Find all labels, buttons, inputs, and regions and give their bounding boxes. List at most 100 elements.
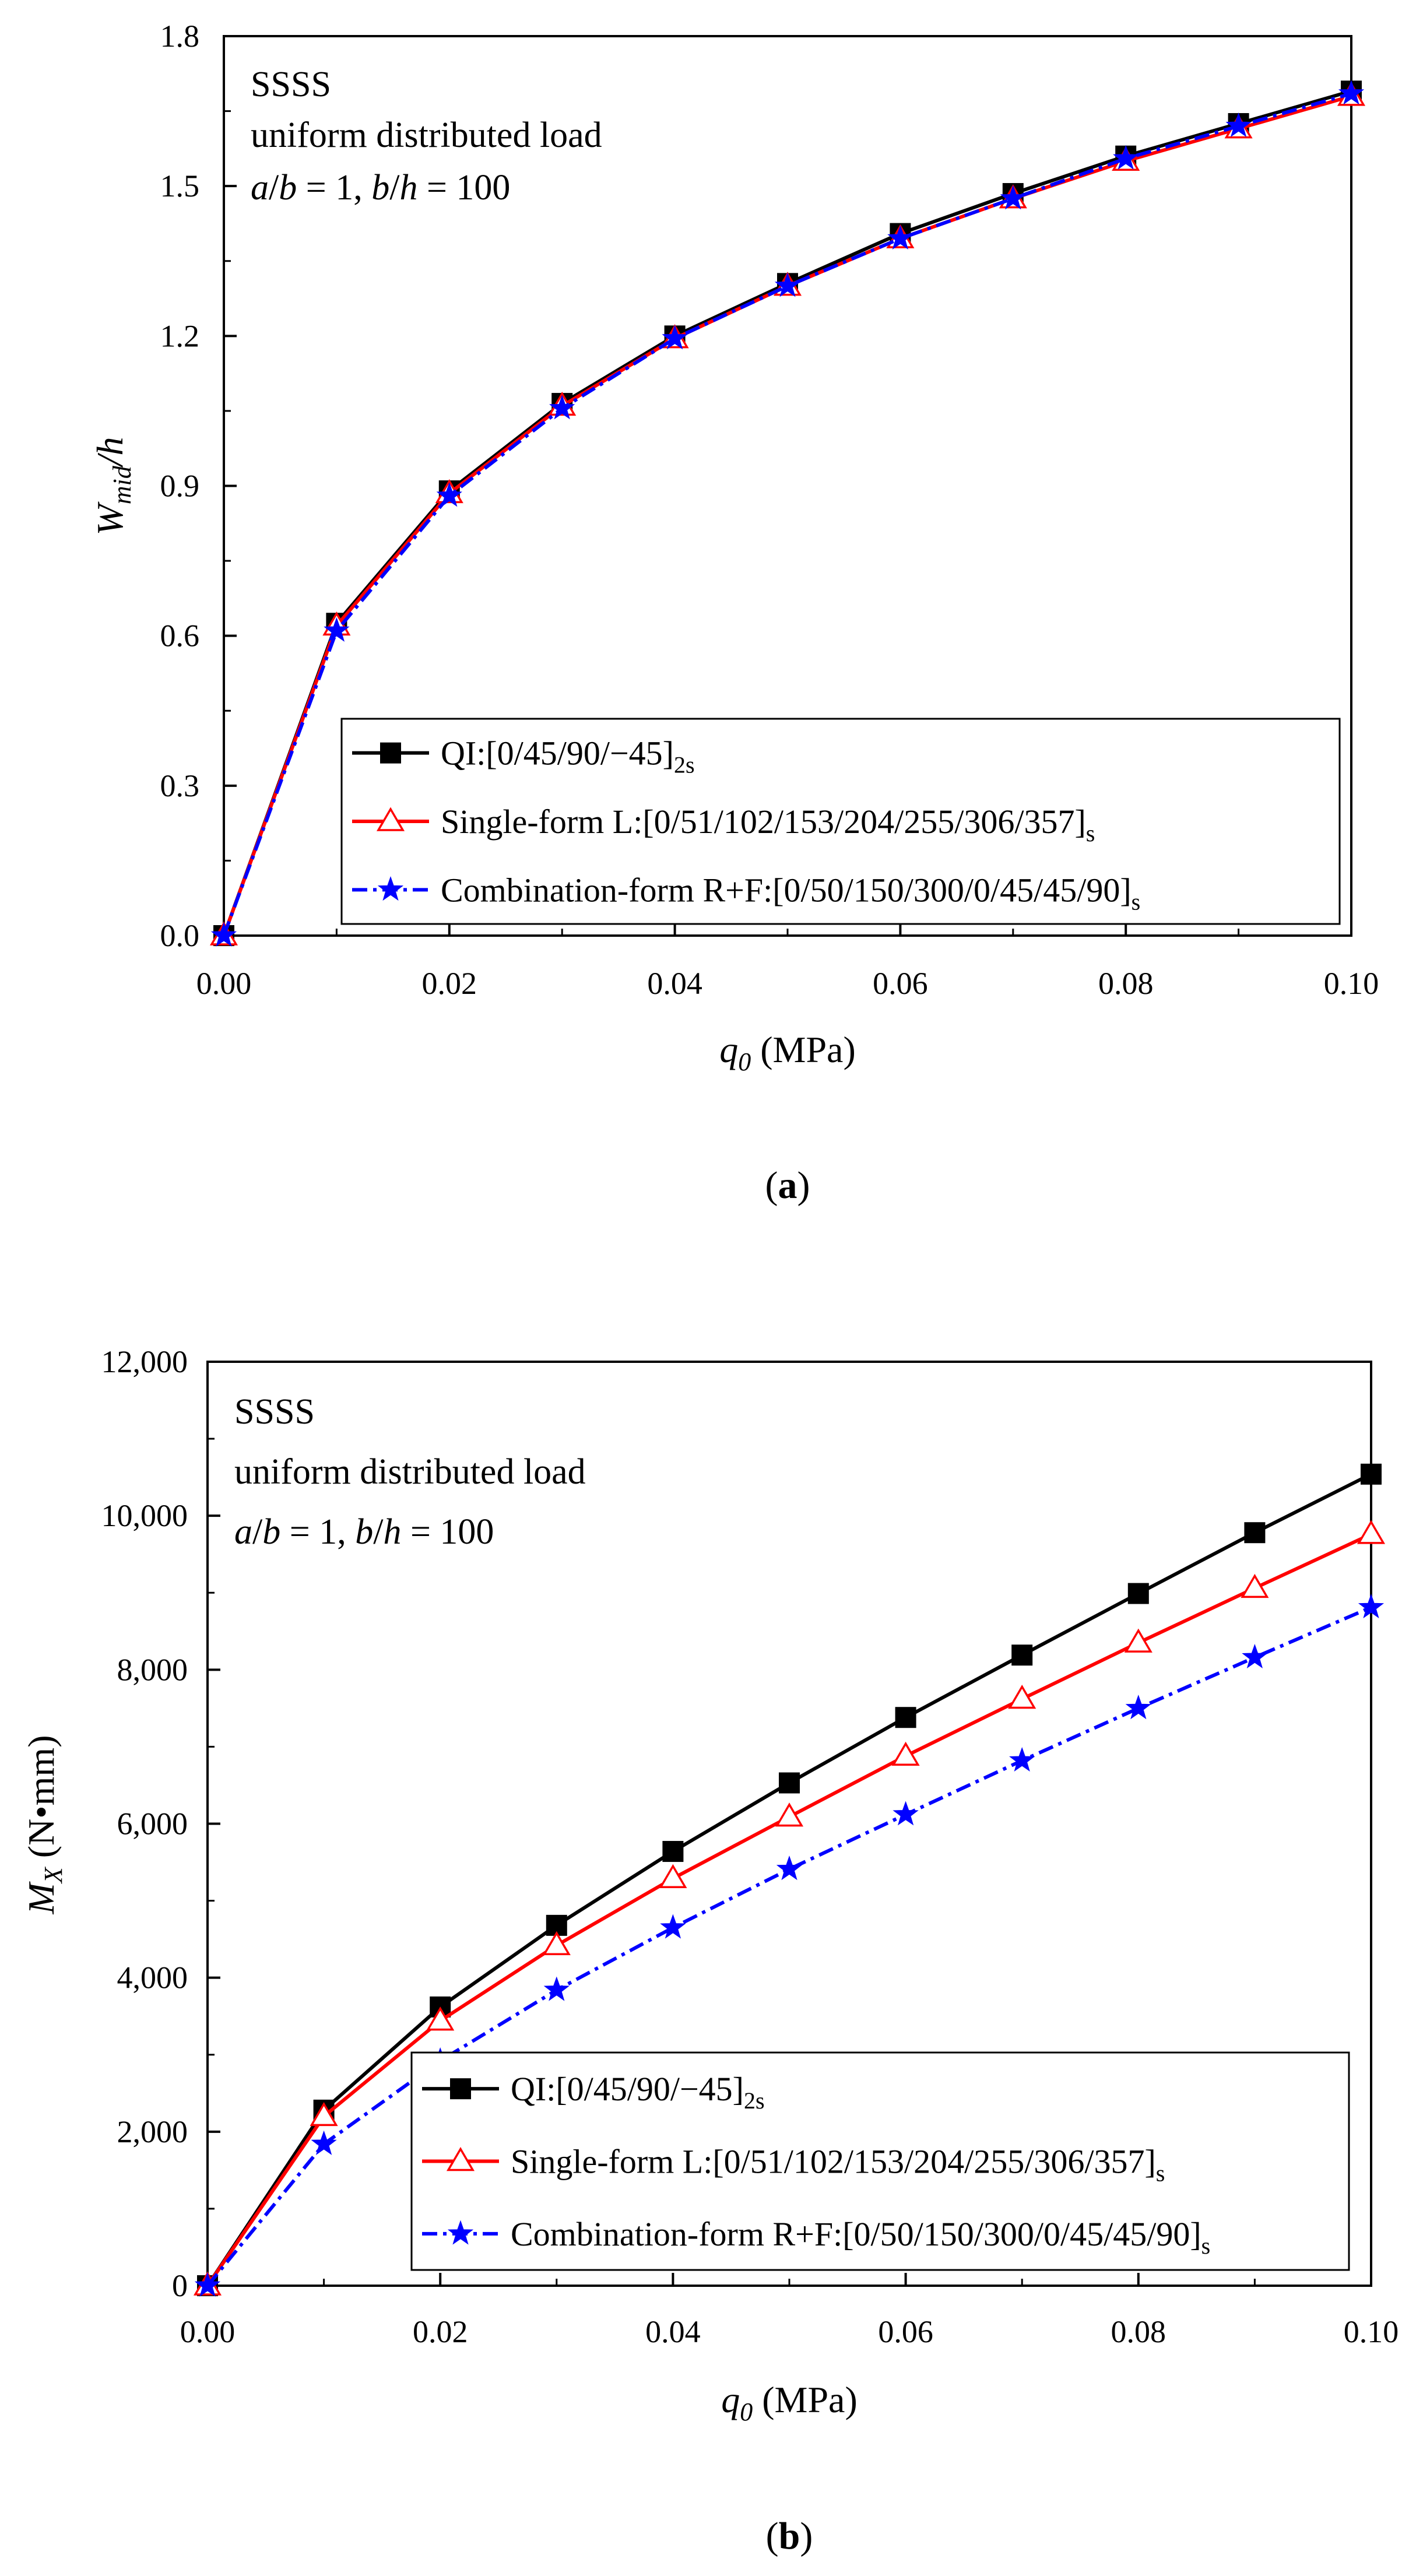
y-tick-label: 0.6 <box>160 618 200 653</box>
data-point-combo <box>436 482 462 507</box>
legend-label-combo: Combination-form R+F:[0/50/150/300/0/45/… <box>441 871 1140 915</box>
data-point-single <box>1357 1520 1386 1544</box>
legend-marker-single <box>376 807 405 831</box>
data-point-combo <box>776 1855 803 1881</box>
data-point-combo <box>1358 1594 1385 1619</box>
y-tick-label: 4,000 <box>117 1960 188 1995</box>
data-point-single <box>1008 1685 1036 1709</box>
data-point-qi <box>895 1707 916 1728</box>
x-tick-label: 0.02 <box>422 966 477 1001</box>
annotation-load: uniform distributed load <box>234 1452 586 1492</box>
x-axis-label: q0 (MPa) <box>719 1029 856 1076</box>
y-tick-label: 2,000 <box>117 2114 188 2149</box>
x-tick-label: 0.02 <box>413 2314 468 2349</box>
legend-label-single: Single-form L:[0/51/102/153/204/255/306/… <box>511 2143 1165 2187</box>
series-combo <box>210 80 1365 947</box>
data-point-single <box>1124 1628 1153 1653</box>
legend-marker-qi <box>450 2078 471 2100</box>
annotation-load: uniform distributed load <box>251 115 602 155</box>
legend-box <box>410 2051 1350 2271</box>
x-tick-label: 0.00 <box>196 966 252 1001</box>
data-point-single <box>310 2101 338 2127</box>
x-tick-label: 0.08 <box>1111 2314 1166 2349</box>
annotation-ratios: a/b = 1, b/h = 100 <box>234 1512 494 1552</box>
data-point-combo <box>1125 1695 1151 1720</box>
y-tick-label: 10,000 <box>101 1498 188 1533</box>
legend: QI:[0/45/90/−45]2s Single-form L:[0/51/10… <box>410 2051 1350 2271</box>
data-point-combo <box>893 1801 919 1826</box>
chart-panel-b: 0.00 0.02 0.04 0.06 0.08 0.10 0 2,000 4,000 6,000… <box>20 1344 1399 2557</box>
legend-label-combo: Combination-form R+F:[0/50/150/300/0/45/… <box>511 2215 1210 2259</box>
data-point-single <box>1241 1573 1269 1598</box>
legend-label-qi: QI:[0/45/90/−45]2s <box>511 2070 765 2114</box>
series-qi <box>197 1463 1382 2296</box>
y-tick-label: 1.8 <box>160 19 200 54</box>
data-point-combo <box>1113 145 1139 170</box>
legend-box <box>340 718 1341 925</box>
data-point-combo <box>1242 1643 1268 1669</box>
data-point-combo <box>1000 185 1026 210</box>
y-tick-label: 8,000 <box>117 1652 188 1687</box>
data-point-single <box>659 1864 687 1889</box>
legend: QI:[0/45/90/−45]2s Single-form L:[0/51/10… <box>340 718 1341 925</box>
data-point-combo <box>194 2272 221 2297</box>
chart-panel-a: 0.00 0.02 0.04 0.06 0.08 0.10 0.0 0.3 0.6 0.9 1.2 1… <box>89 19 1379 1207</box>
x-axis-label: q0 (MPa) <box>721 2379 858 2426</box>
y-tick-label: 0.0 <box>160 918 200 953</box>
data-point-qi <box>1127 1583 1149 1604</box>
panel-label: (b) <box>766 2515 813 2557</box>
y-tick-label: 6,000 <box>117 1807 188 1841</box>
data-point-single <box>891 1741 920 1766</box>
y-axis-label: MX (N•mm) <box>20 1735 68 1914</box>
y-tick-label: 0.3 <box>160 768 200 803</box>
data-point-combo <box>774 272 801 297</box>
panel-label: (a) <box>765 1164 810 1207</box>
x-tick-label: 0.10 <box>1344 2314 1399 2349</box>
x-tick-label: 0.08 <box>1098 966 1154 1001</box>
data-point-combo <box>662 325 688 350</box>
data-point-combo <box>1009 1746 1035 1772</box>
data-point-single <box>542 1931 571 1955</box>
y-tick-label: 0.9 <box>160 469 200 504</box>
legend-marker-single <box>446 2147 475 2171</box>
data-point-combo <box>1225 113 1252 138</box>
data-point-combo <box>543 1976 570 2001</box>
data-point-combo <box>549 395 575 420</box>
annotation-boundary: SSSS <box>234 1392 315 1432</box>
annotation-ratios: a/b = 1, b/h = 100 <box>251 168 510 208</box>
data-point-qi <box>1011 1644 1033 1666</box>
legend-marker-combo <box>377 876 404 901</box>
data-point-combo <box>324 617 350 642</box>
data-point-qi <box>662 1841 684 1862</box>
y-tick-label: 1.5 <box>160 168 200 203</box>
data-point-combo <box>887 224 913 250</box>
data-point-qi <box>1361 1463 1382 1485</box>
x-tick-label: 0.04 <box>645 2314 701 2349</box>
x-tick-label: 0.10 <box>1324 966 1379 1001</box>
data-point-combo <box>1338 80 1365 105</box>
y-tick-label: 0 <box>172 2268 188 2303</box>
series-combo <box>194 1594 1385 2297</box>
series-line-combo <box>206 1605 1372 2287</box>
series-single <box>193 1520 1386 2296</box>
y-tick-label: 1.2 <box>160 318 200 353</box>
data-point-combo <box>660 1914 686 1939</box>
data-point-qi <box>779 1772 800 1794</box>
data-point-qi <box>1244 1522 1266 1544</box>
data-point-single <box>775 1802 804 1827</box>
y-axis-label: Wmid/h <box>89 437 136 535</box>
x-tick-label: 0.00 <box>180 2314 236 2349</box>
x-tick-label: 0.06 <box>878 2314 933 2349</box>
legend-marker-combo <box>447 2220 474 2245</box>
legend-label-qi: QI:[0/45/90/−45]2s <box>441 735 695 778</box>
x-tick-label: 0.06 <box>873 966 928 1001</box>
data-point-combo <box>311 2130 337 2155</box>
x-tick-label: 0.04 <box>647 966 702 1001</box>
y-tick-label: 12,000 <box>101 1344 188 1379</box>
legend-marker-qi <box>380 742 401 764</box>
data-point-single <box>426 2006 455 2031</box>
annotation-boundary: SSSS <box>251 65 331 104</box>
data-point-combo <box>210 922 237 947</box>
legend-label-single: Single-form L:[0/51/102/153/204/255/306/… <box>441 803 1095 846</box>
